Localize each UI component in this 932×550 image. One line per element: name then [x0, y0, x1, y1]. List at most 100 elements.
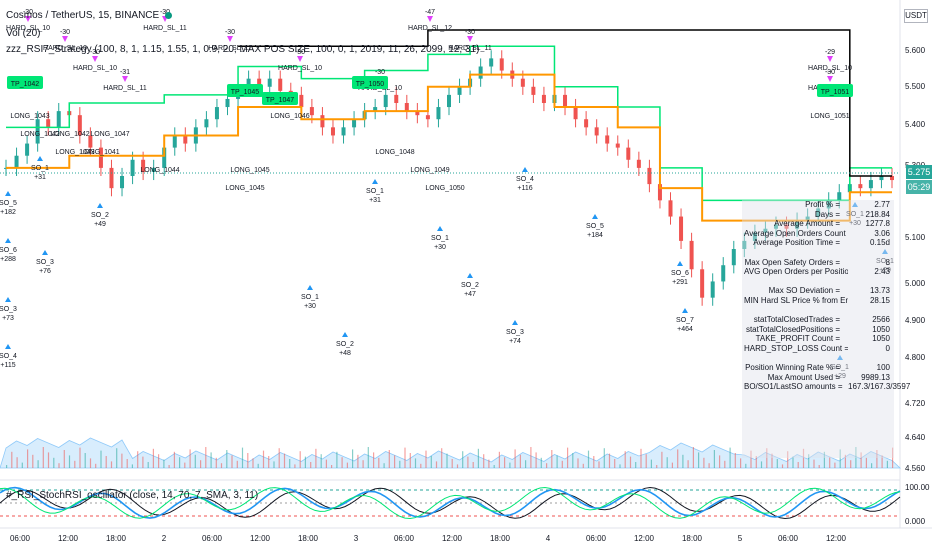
safety-order-value: +30 [849, 220, 861, 227]
stats-key: MIN Hard SL Price % from Entry Price = [744, 295, 848, 305]
current-price-badge: 5.275 [906, 165, 932, 179]
volume-bar [257, 463, 259, 468]
volume-bar [142, 456, 144, 468]
volume-bar [687, 460, 689, 468]
stats-value: 2566 [872, 315, 890, 325]
safety-order-label: SO_1 [831, 364, 849, 371]
candle-body [837, 192, 842, 201]
stats-row: Average Position Time = 0.15d [742, 238, 894, 248]
candle-body [594, 127, 599, 136]
price-tick-label: 5.500 [905, 82, 926, 91]
volume-indicator-label[interactable]: Vol (20) [6, 28, 41, 39]
stats-value: 2.77 [874, 200, 890, 209]
strategy-stats-table: Profit % = 2.77 Days = 218.84 Average Amou… [742, 200, 910, 458]
price-tick-label: 5.100 [905, 233, 926, 242]
volume-bar [336, 451, 338, 468]
safety-order-label: SO_6 [671, 270, 689, 277]
volume-bar [802, 448, 805, 468]
hard-sl-label: HARD_SL_10 [6, 25, 50, 32]
candle-body [257, 78, 262, 87]
volume-bar [310, 462, 312, 468]
volume-bar [79, 447, 81, 468]
volume-bar [703, 457, 705, 468]
stats-row: Average Amount = 1277.8 [742, 219, 894, 229]
candle-body [56, 111, 61, 128]
volume-bar [152, 448, 154, 468]
hard-sl-value: -31 [120, 69, 130, 76]
candle-body [204, 119, 209, 128]
volume-bar [855, 447, 857, 468]
time-tick-label: 12:00 [58, 534, 79, 543]
volume-bar [456, 464, 459, 468]
volume-bar [299, 451, 301, 468]
volume-bar [346, 462, 348, 468]
volume-bar [304, 456, 306, 468]
candle-body [615, 143, 620, 148]
strategy-indicator-label[interactable]: zzz_RSI7_Strategy (100, 8, 1, 1.15, 1.55… [6, 44, 480, 55]
volume-bar [399, 460, 401, 468]
volume-bar [635, 462, 637, 468]
volume-bar [656, 465, 658, 468]
volume-bar [477, 448, 479, 468]
volume-bar [89, 458, 92, 468]
volume-bar [247, 453, 249, 468]
safety-order-value: +29 [879, 267, 891, 274]
candle-body [457, 86, 462, 95]
volume-bar [420, 463, 422, 468]
candle-body [309, 107, 314, 116]
candle-body [225, 98, 230, 108]
candle-body [647, 167, 652, 185]
time-tick-label: 18:00 [682, 534, 703, 543]
safety-order-value: +74 [509, 338, 521, 345]
candle-body [383, 94, 388, 108]
volume-bar [886, 460, 888, 468]
volume-bar [425, 450, 427, 468]
stats-value: 1050 [872, 334, 890, 344]
candle-body [425, 115, 430, 120]
candle-body [320, 115, 325, 128]
tp-label: TP_1042 [11, 81, 40, 88]
tp-label: TP_1045 [231, 89, 260, 96]
volume-bar [708, 463, 710, 468]
stats-key: statTotalClosedPositions = [745, 324, 840, 334]
average-price-line [6, 73, 892, 222]
volume-bar [593, 456, 595, 468]
stats-row: Profit % = 2.77 [742, 200, 894, 210]
candle-body [752, 232, 757, 241]
candle-body [710, 281, 715, 298]
candle-body [35, 119, 40, 144]
safety-order-label: SO_5 [0, 200, 17, 207]
stats-spacer [742, 277, 894, 287]
currency-badge[interactable]: USDT [904, 9, 928, 23]
safety-order-value: +47 [464, 291, 476, 298]
safety-order-arrow-icon [37, 156, 43, 161]
volume-bar [220, 463, 223, 468]
volume-bar [808, 454, 810, 468]
volume-bar [21, 462, 23, 468]
stats-value: 0.15d [869, 238, 890, 248]
time-tick-label: 3 [354, 534, 359, 543]
volume-bar [750, 450, 752, 468]
volume-bar [535, 452, 537, 468]
candle-body [162, 147, 167, 168]
safety-order-label: SO_1 [876, 258, 894, 265]
oscillator-series [0, 486, 901, 519]
stats-value: 9989.13 [861, 372, 890, 382]
price-tick-label: 4.720 [905, 399, 926, 408]
hard-sl-label: HARD_SL_10 [43, 45, 87, 52]
hard-sl-value: -30 [825, 69, 835, 76]
long-entry-label: LONG_1042 [50, 131, 89, 138]
oscillator-indicator-label[interactable]: #_RSI_StochRSI_oscillator (close, 14, 70… [6, 490, 259, 501]
volume-bar [74, 460, 76, 468]
hard-sl-label: HARD_SL_11 [143, 25, 187, 32]
hard-sl-value: -47 [425, 9, 435, 16]
time-tick-label: 18:00 [490, 534, 511, 543]
volume-bar [577, 458, 579, 468]
volume-bar [561, 460, 563, 468]
hard-sl-arrow-icon [25, 16, 31, 22]
volume-bar [525, 460, 527, 468]
price-tick-label: 4.800 [905, 353, 926, 362]
volume-bar [624, 451, 626, 468]
